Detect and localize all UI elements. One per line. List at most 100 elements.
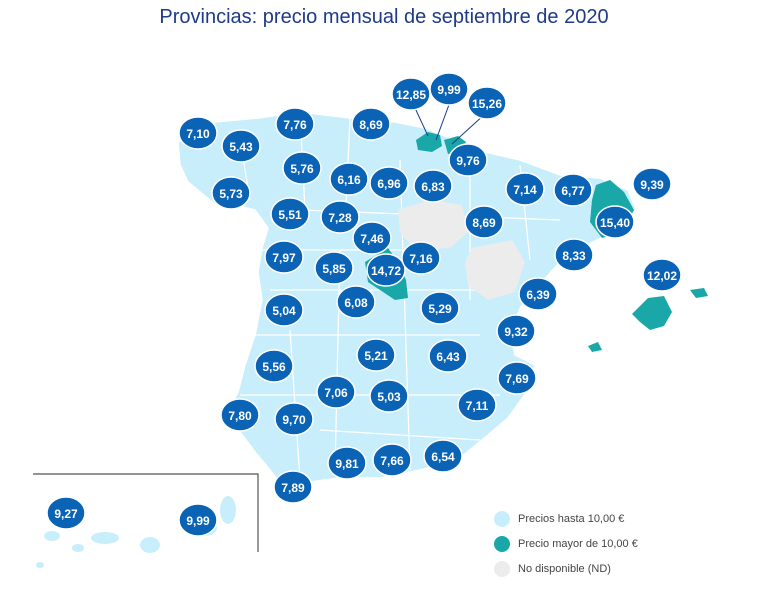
price-bubble: 5,43 [221, 129, 261, 163]
price-bubble-label: 12,85 [396, 88, 426, 102]
price-bubble-label: 7,10 [186, 127, 210, 141]
price-bubble-shape [211, 176, 251, 210]
price-bubble-label: 7,11 [466, 399, 489, 413]
price-bubble-shape [264, 240, 304, 274]
price-bubble: 15,40 [595, 205, 635, 239]
price-bubble-shape [497, 361, 537, 395]
price-bubble-shape [178, 116, 218, 150]
price-bubble: 6,43 [428, 339, 468, 373]
price-bubble-shape [448, 143, 488, 177]
price-bubble-label: 6,54 [431, 450, 455, 464]
price-bubble: 7,16 [401, 241, 441, 275]
price-bubble-shape [220, 398, 260, 432]
balearic-ibiza [588, 342, 602, 352]
price-bubble-shape [391, 77, 431, 111]
price-bubble: 7,46 [352, 221, 392, 255]
price-bubble-shape [356, 338, 396, 372]
price-bubble-shape [314, 251, 354, 285]
price-bubble-label: 7,97 [272, 251, 296, 265]
price-bubble-shape [336, 285, 376, 319]
price-bubble: 6,54 [423, 439, 463, 473]
legend-item-high: Precio mayor de 10,00 € [494, 533, 638, 554]
price-bubble-label: 14,72 [371, 264, 401, 278]
price-bubble: 5,51 [270, 197, 310, 231]
price-bubble-shape [270, 197, 310, 231]
price-bubble-shape [467, 86, 507, 120]
price-bubble-shape [496, 314, 536, 348]
price-bubble-label: 5,29 [428, 302, 452, 316]
leader-lines [414, 101, 486, 145]
price-bubble-shape [413, 169, 453, 203]
price-bubble-shape [282, 151, 322, 185]
price-bubble: 7,10 [178, 116, 218, 150]
price-bubble-label: 9,39 [640, 178, 664, 192]
price-bubble: 6,16 [329, 162, 369, 196]
price-bubble-shape [423, 439, 463, 473]
price-bubble-label: 6,83 [421, 180, 445, 194]
canary-inset-frame [33, 473, 259, 552]
price-bubble: 12,02 [642, 258, 682, 292]
price-bubble-label: 6,77 [561, 184, 585, 198]
price-bubble: 5,04 [264, 293, 304, 327]
price-bubble-shape [429, 72, 469, 106]
price-bubble-label: 9,76 [456, 154, 480, 168]
legend-item-low: Precios hasta 10,00 € [494, 508, 638, 529]
legend-label-nd: No disponible (ND) [518, 562, 611, 575]
price-bubble-shape [275, 107, 315, 141]
price-bubble-shape [327, 446, 367, 480]
price-bubble-shape [274, 402, 314, 436]
price-bubble-label: 9,27 [54, 507, 78, 521]
price-bubble-label: 5,85 [322, 262, 346, 276]
price-bubble: 7,11 [457, 388, 497, 422]
price-bubble-label: 6,16 [337, 173, 361, 187]
price-bubble: 6,39 [518, 277, 558, 311]
price-bubble-label: 8,69 [359, 118, 383, 132]
price-bubble: 9,70 [274, 402, 314, 436]
price-bubble-label: 5,21 [364, 349, 388, 363]
legend: Precios hasta 10,00 € Precio mayor de 10… [494, 508, 638, 583]
price-bubble-shape [366, 253, 406, 287]
price-bubble-shape [221, 129, 261, 163]
price-bubble-label: 5,03 [377, 390, 401, 404]
nd-region-soria [398, 200, 468, 250]
price-bubble-shape [464, 205, 504, 239]
price-bubble-label: 5,43 [229, 140, 253, 154]
price-bubble-label: 7,69 [505, 372, 529, 386]
price-bubble-label: 9,81 [335, 457, 359, 471]
price-bubble-shape [254, 349, 294, 383]
price-bubble-label: 9,70 [282, 413, 306, 427]
price-bubble-shape [352, 221, 392, 255]
price-bubble-label: 5,73 [219, 187, 243, 201]
price-bubble-label: 9,32 [504, 325, 528, 339]
price-bubble-label: 6,08 [344, 296, 368, 310]
price-bubble: 14,72 [366, 253, 406, 287]
price-bubble-shape [329, 162, 369, 196]
price-bubble: 5,85 [314, 251, 354, 285]
price-bubble-label: 5,76 [290, 162, 314, 176]
legend-label-high: Precio mayor de 10,00 € [518, 537, 638, 550]
price-bubble-label: 15,40 [600, 216, 630, 230]
price-bubble-shape [428, 339, 468, 373]
price-bubble: 9,27 [46, 496, 86, 530]
legend-swatch-high [494, 535, 510, 552]
price-bubble: 6,83 [413, 169, 453, 203]
price-bubble-label: 12,02 [647, 269, 677, 283]
price-bubble-shape [369, 166, 409, 200]
price-bubble-shape [316, 375, 356, 409]
price-bubble-shape [369, 379, 409, 413]
price-bubble: 7,97 [264, 240, 304, 274]
price-bubble: 7,28 [320, 200, 360, 234]
price-bubble-shape [320, 200, 360, 234]
price-bubble: 9,99 [178, 503, 218, 537]
price-bubble-label: 7,66 [380, 454, 404, 468]
price-bubble-label: 6,39 [526, 288, 550, 302]
price-bubble-label: 9,99 [437, 83, 461, 97]
price-bubble: 9,76 [448, 143, 488, 177]
price-bubble-label: 8,33 [562, 249, 586, 263]
price-bubble: 8,69 [351, 107, 391, 141]
price-bubble: 7,80 [220, 398, 260, 432]
price-bubble-shape [518, 277, 558, 311]
price-bubble-label: 7,76 [283, 118, 307, 132]
price-bubble-label: 6,96 [377, 177, 401, 191]
price-bubble: 12,85 [391, 77, 431, 111]
